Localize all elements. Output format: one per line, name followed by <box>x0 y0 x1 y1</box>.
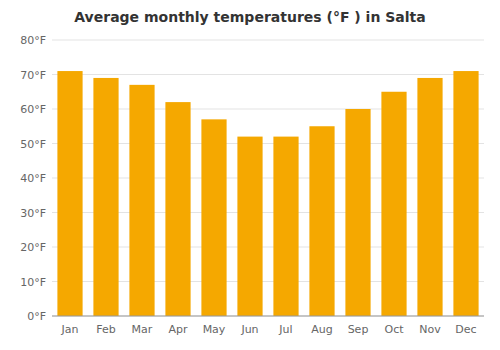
bars <box>57 71 478 316</box>
x-tick-label: Aug <box>311 323 332 336</box>
x-tick-label: Mar <box>132 323 153 336</box>
x-tick-label: Apr <box>168 323 188 336</box>
y-tick-label: 0°F <box>27 310 46 323</box>
bar <box>57 71 82 316</box>
bar <box>165 102 190 316</box>
x-tick-label: Jun <box>240 323 258 336</box>
bar <box>309 126 334 316</box>
grid-line <box>52 316 484 317</box>
bar <box>381 92 406 316</box>
bar <box>273 137 298 316</box>
bar <box>453 71 478 316</box>
y-tick-label: 80°F <box>20 34 46 47</box>
x-tick-label: Sep <box>348 323 369 336</box>
bar <box>237 137 262 316</box>
grid <box>52 40 484 316</box>
x-tick-label: May <box>203 323 226 336</box>
y-tick-label: 60°F <box>20 103 46 116</box>
x-tick-label: Jan <box>61 323 79 336</box>
x-tick-label: Nov <box>419 323 441 336</box>
x-tick-label: Dec <box>455 323 476 336</box>
bar <box>93 78 118 316</box>
x-tick-label: Oct <box>384 323 404 336</box>
x-axis-line <box>52 316 484 317</box>
y-tick-label: 10°F <box>20 276 46 289</box>
chart-container: Average monthly temperatures (°F ) in Sa… <box>0 0 500 350</box>
bar <box>201 119 226 316</box>
x-tick-label: Jul <box>278 323 292 336</box>
y-tick-label: 70°F <box>20 69 46 82</box>
y-tick-label: 20°F <box>20 241 46 254</box>
y-tick-label: 30°F <box>20 207 46 220</box>
grid-line <box>52 40 484 41</box>
grid-line <box>52 74 484 75</box>
page-body: {"chart_data": {"type": "bar", "title": … <box>0 0 500 350</box>
bar <box>345 109 370 316</box>
bar <box>129 85 154 316</box>
y-tick-label: 50°F <box>20 138 46 151</box>
y-axis: 0°F 10°F 20°F 30°F 40°F 50°F 60°F 70°F 80°F <box>20 34 46 323</box>
bar <box>417 78 442 316</box>
chart-title: Average monthly temperatures (°F ) in Sa… <box>74 9 425 25</box>
chart-svg: Average monthly temperatures (°F ) in Sa… <box>0 0 500 350</box>
x-axis: Jan Feb Mar Apr May Jun Jul Aug Sep Oct Nov Dec <box>61 323 477 336</box>
y-tick-label: 40°F <box>20 172 46 185</box>
x-tick-label: Feb <box>96 323 115 336</box>
